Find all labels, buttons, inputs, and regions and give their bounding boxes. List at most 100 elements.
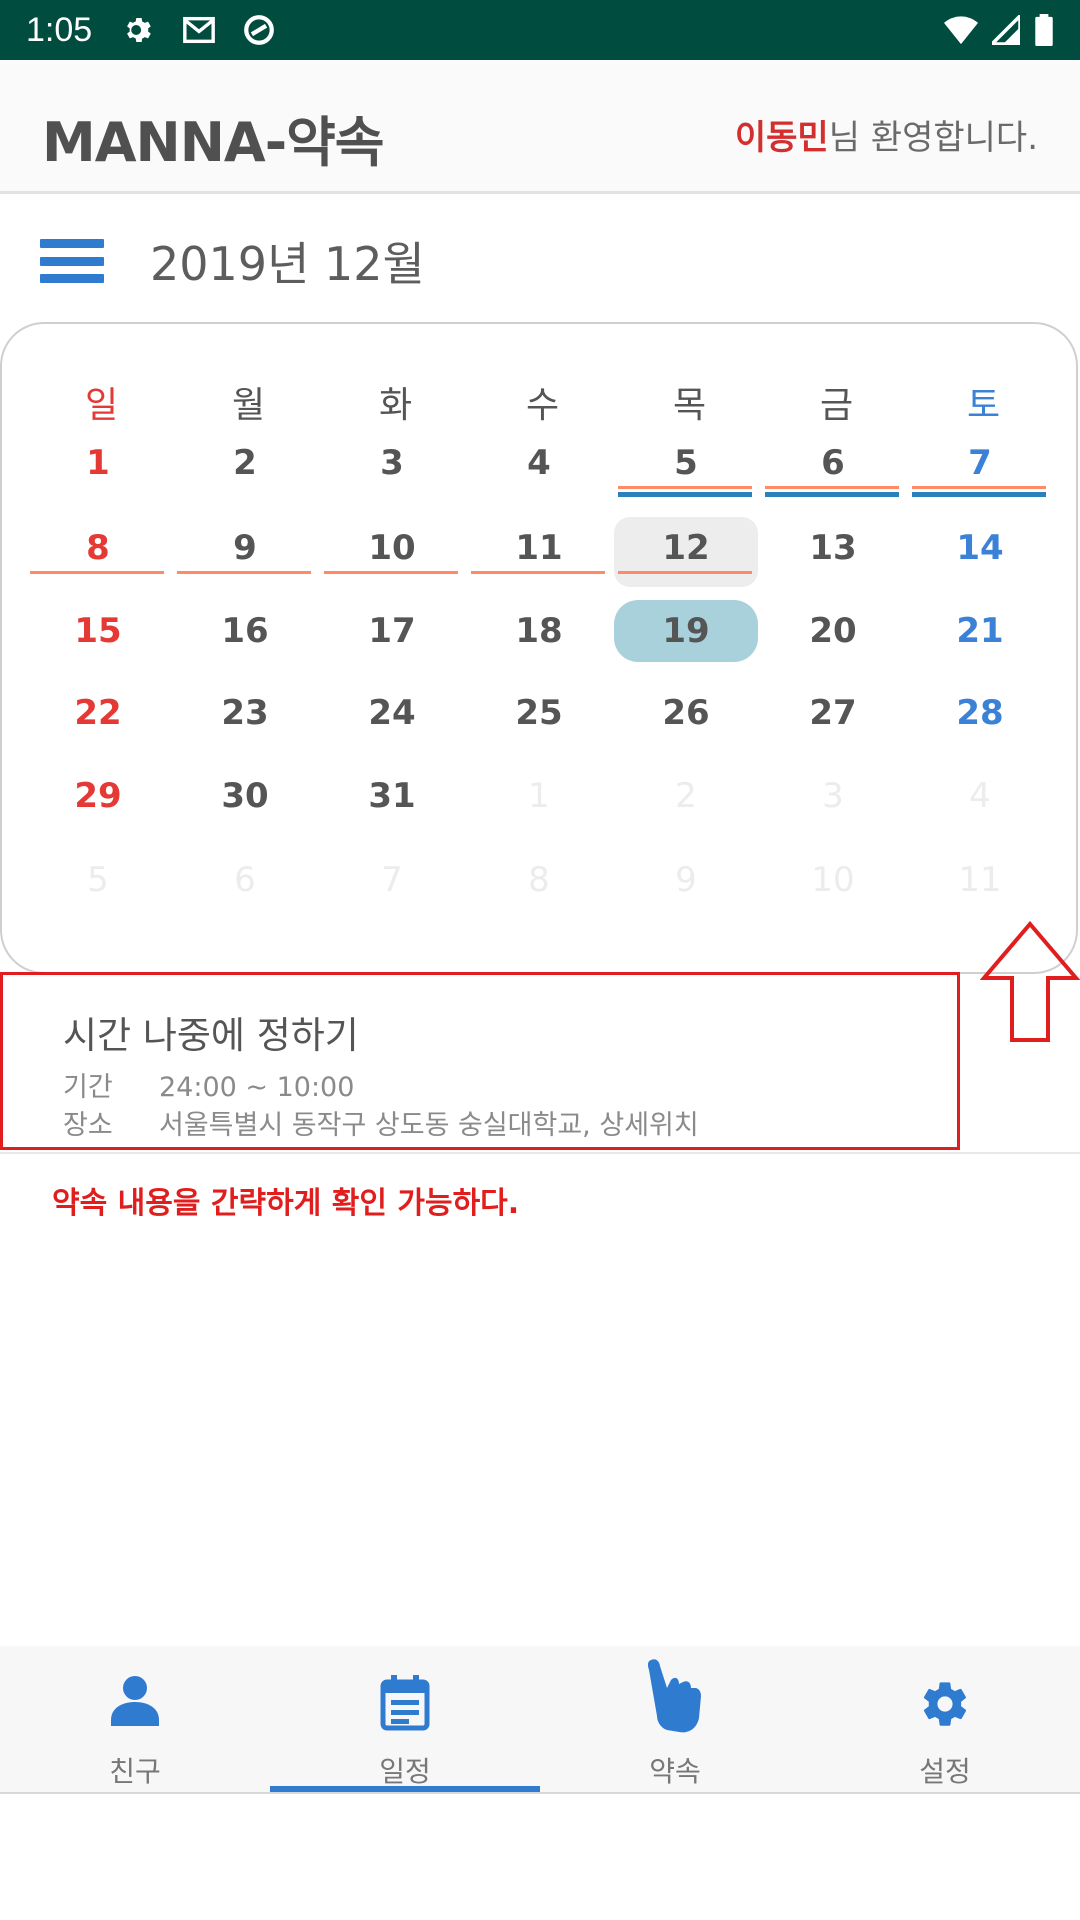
nav-item-settings[interactable]: 설정	[810, 1646, 1080, 1792]
battery-icon	[1035, 14, 1053, 46]
calendar-day[interactable]: 10	[368, 528, 416, 568]
calendar-icon	[380, 1675, 430, 1731]
calendar-day[interactable]: 2	[233, 443, 257, 483]
event-marker-line	[618, 486, 752, 498]
calendar-day[interactable]: 6	[821, 443, 845, 483]
calendar-day[interactable]: 22	[74, 693, 122, 733]
hamburger-menu-icon[interactable]	[40, 239, 104, 283]
calendar-day-other-month: 2	[675, 776, 697, 816]
mail-notification-icon	[183, 16, 216, 44]
signal-icon	[992, 15, 1020, 45]
calendar-day[interactable]: 1	[86, 443, 110, 483]
calendar-day[interactable]: 21	[956, 611, 1004, 651]
calendar-day[interactable]: 15	[74, 611, 122, 651]
calendar-day-other-month: 7	[381, 860, 403, 900]
divider	[0, 1152, 1080, 1154]
place-value: 서울특별시 동작구 상도동 숭실대학교, 상세위치	[159, 1110, 699, 1141]
calendar-day-other-month: 6	[234, 860, 256, 900]
calendar-day[interactable]: 8	[86, 528, 110, 568]
place-label: 장소	[63, 1110, 113, 1141]
month-header: 2019년 12월	[40, 230, 425, 292]
nav-item-schedule[interactable]: 일정	[270, 1646, 540, 1792]
calendar-day[interactable]: 7	[968, 443, 992, 483]
calendar-day[interactable]: 20	[809, 611, 857, 651]
calendar-day[interactable]: 30	[221, 776, 269, 816]
calendar-day[interactable]: 14	[956, 528, 1004, 568]
calendar-day[interactable]: 11	[515, 528, 563, 568]
calendar-day-other-month: 10	[811, 860, 855, 900]
calendar-day[interactable]: 23	[221, 693, 269, 733]
welcome-message: 이동민님 환영합니다.	[735, 110, 1038, 159]
calendar-day-other-month: 5	[87, 860, 109, 900]
calendar-day[interactable]: 9	[233, 528, 257, 568]
settings-notification-icon	[127, 17, 151, 43]
calendar-day[interactable]: 3	[380, 443, 404, 483]
event-marker-line	[912, 486, 1046, 498]
calendar-day-other-month: 4	[969, 776, 991, 816]
calendar-day[interactable]: 27	[809, 693, 857, 733]
status-time: 1:05	[26, 10, 93, 49]
nav-label: 일정	[379, 1755, 431, 1788]
calendar-day[interactable]: 18	[515, 611, 563, 651]
calendar-day[interactable]: 19	[614, 600, 758, 662]
sync-notification-icon	[244, 15, 275, 45]
weekday-label: 금	[819, 385, 854, 426]
weekday-label: 수	[525, 385, 560, 426]
event-marker-line	[30, 571, 164, 583]
event-marker-line	[177, 571, 311, 583]
calendar-day[interactable]: 4	[527, 443, 551, 483]
weekday-label: 월	[231, 385, 266, 426]
up-arrow-icon	[979, 920, 1080, 1042]
calendar-day[interactable]: 28	[956, 693, 1004, 733]
calendar-day[interactable]: 16	[221, 611, 269, 651]
status-bar: 1:05	[0, 0, 1080, 60]
calendar-day-other-month: 9	[675, 860, 697, 900]
weekday-label: 토	[966, 385, 1001, 426]
calendar-day[interactable]: 24	[368, 693, 416, 733]
calendar-day-other-month: 8	[528, 860, 550, 900]
event-summary-card[interactable]: 시간 나중에 정하기 기간 24:00 ~ 10:00 장소 서울특별시 동작구 상…	[0, 972, 960, 1150]
nav-active-indicator	[270, 1786, 540, 1792]
event-place-row: 장소 서울특별시 동작구 상도동 숭실대학교, 상세위치	[63, 1103, 699, 1142]
weekday-label: 일	[84, 385, 119, 426]
calendar-day[interactable]: 5	[674, 443, 698, 483]
app-bar: MANNA-약속 이동민님 환영합니다.	[0, 60, 1080, 194]
calendar-day[interactable]: 17	[368, 611, 416, 651]
calendar-day[interactable]: 31	[368, 776, 416, 816]
event-marker-line	[324, 571, 458, 583]
event-period-row: 기간 24:00 ~ 10:00	[63, 1065, 354, 1104]
calendar-day[interactable]: 25	[515, 693, 563, 733]
nav-label: 설정	[919, 1755, 971, 1788]
calendar-day[interactable]: 29	[74, 776, 122, 816]
wifi-icon	[944, 16, 978, 45]
app-title: MANNA-약속	[42, 111, 384, 174]
person-icon	[111, 1676, 159, 1726]
nav-label: 약속	[649, 1755, 701, 1788]
calendar-day-other-month: 3	[822, 776, 844, 816]
annotation-note: 약속 내용을 간략하게 확인 가능하다.	[52, 1186, 520, 1221]
calendar-day[interactable]: 12	[614, 517, 758, 587]
month-label: 2019년 12월	[150, 237, 425, 291]
period-value: 24:00 ~ 10:00	[159, 1072, 355, 1103]
weekday-label: 목	[672, 385, 707, 426]
user-name: 이동민	[734, 118, 829, 158]
calendar-day[interactable]: 13	[809, 528, 857, 568]
calendar-day[interactable]: 26	[662, 693, 710, 733]
event-marker-line	[765, 486, 899, 498]
nav-label: 친구	[109, 1755, 161, 1788]
event-marker-line	[618, 571, 752, 583]
nav-item-friends[interactable]: 친구	[0, 1646, 270, 1792]
weekday-label: 화	[378, 385, 413, 426]
nav-item-appointment[interactable]: 약속	[540, 1646, 810, 1792]
event-marker-line	[471, 571, 605, 583]
welcome-suffix: 님 환영합니다.	[828, 118, 1038, 158]
gear-icon	[923, 1682, 967, 1726]
bottom-navigation: 친구 일정 약속 설정	[0, 1646, 1080, 1794]
calendar-day-other-month: 11	[958, 860, 1002, 900]
event-title: 시간 나중에 정하기	[63, 1014, 359, 1057]
period-label: 기간	[63, 1072, 113, 1103]
pointing-hand-icon	[647, 1659, 701, 1733]
calendar-day-other-month: 1	[528, 776, 550, 816]
